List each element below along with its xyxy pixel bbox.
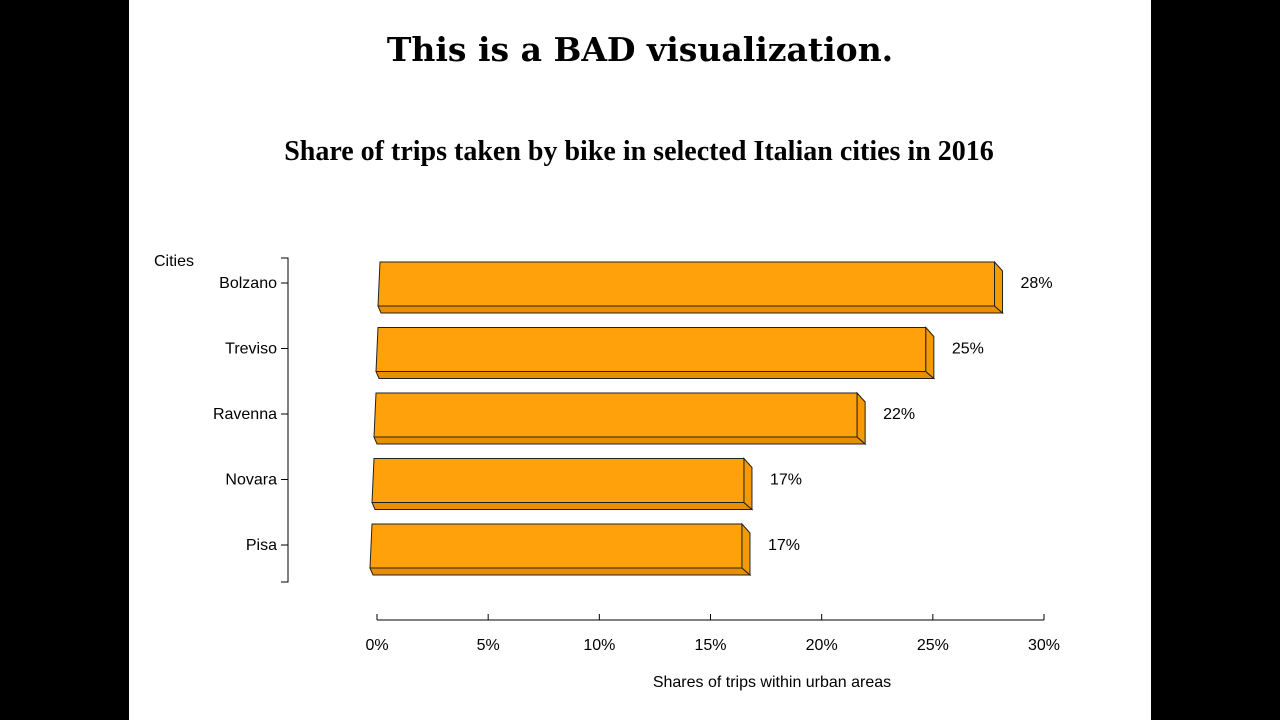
bar-side bbox=[994, 260, 1004, 315]
bar-side bbox=[925, 326, 935, 380]
bar-front bbox=[377, 261, 996, 307]
x-tick-label: 25% bbox=[917, 637, 949, 654]
bar-bottom bbox=[369, 567, 752, 576]
bar-treviso: 25% bbox=[375, 326, 984, 380]
x-tick-label: 20% bbox=[806, 637, 838, 654]
value-label: 17% bbox=[768, 537, 800, 554]
bar-bottom bbox=[373, 436, 867, 445]
x-tick-label: 10% bbox=[583, 637, 615, 654]
bar-side bbox=[743, 457, 753, 511]
bar-pisa: 17% bbox=[369, 522, 800, 577]
category-label: Novara bbox=[225, 472, 277, 489]
bar-bottom bbox=[375, 371, 936, 379]
value-label: 28% bbox=[1021, 275, 1053, 292]
bar-bolzano: 28% bbox=[377, 260, 1053, 315]
x-axis: 0% 5% 10% 15% 20% 25% 30% bbox=[365, 614, 1060, 654]
headline: This is a BAD visualization. bbox=[386, 30, 894, 69]
y-axis-title: Cities bbox=[154, 253, 194, 270]
bar-front bbox=[371, 458, 745, 503]
bar-front bbox=[369, 523, 743, 569]
x-tick-label: 5% bbox=[477, 637, 500, 654]
x-tick-label: 0% bbox=[365, 637, 388, 654]
bar-novara: 17% bbox=[371, 457, 802, 511]
chart-title: Share of trips taken by bike in selected… bbox=[284, 136, 994, 167]
bar-ravenna: 22% bbox=[373, 391, 915, 446]
bar-side bbox=[741, 522, 751, 577]
value-label: 22% bbox=[883, 406, 915, 423]
bars: 28% 25% 22% 17% 17% bbox=[369, 260, 1053, 577]
category-label: Ravenna bbox=[213, 406, 277, 423]
category-label: Bolzano bbox=[219, 275, 277, 292]
bar-bottom bbox=[371, 502, 754, 510]
x-tick-label: 30% bbox=[1028, 637, 1060, 654]
x-tick-label: 15% bbox=[694, 637, 726, 654]
x-axis-title: Shares of trips within urban areas bbox=[653, 674, 891, 691]
category-label: Pisa bbox=[246, 537, 277, 554]
value-label: 25% bbox=[952, 341, 984, 358]
value-label: 17% bbox=[770, 472, 802, 489]
y-axis-line bbox=[281, 257, 289, 583]
bar-bottom bbox=[377, 305, 1004, 314]
bar-front bbox=[373, 392, 858, 438]
bar-side bbox=[856, 391, 866, 446]
y-axis: Bolzano Treviso Ravenna Novara Pisa bbox=[213, 257, 289, 583]
category-label: Treviso bbox=[225, 341, 277, 358]
bar-front bbox=[375, 327, 927, 372]
